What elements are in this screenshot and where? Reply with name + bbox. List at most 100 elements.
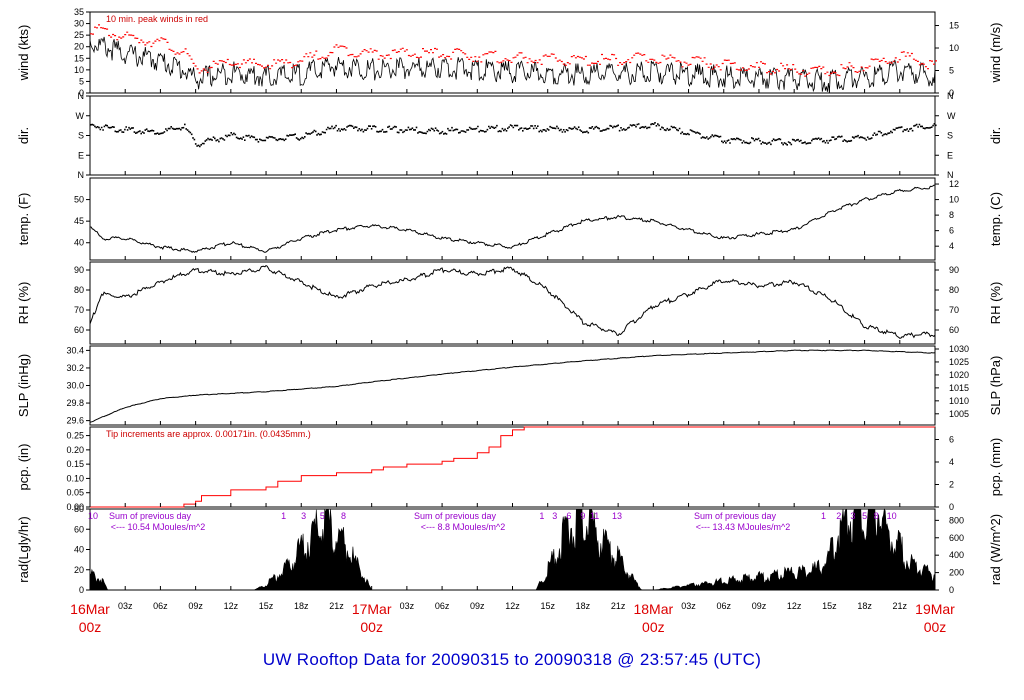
rad-hour-mark: 6 (566, 511, 571, 521)
pcp-ylabel-right: pcp. (mm) (988, 438, 1003, 497)
rad-hour-mark: 5 (862, 511, 867, 521)
pcp-tick-label-left: 0.10 (66, 473, 84, 483)
rad-tick-label-left: 80 (74, 504, 84, 514)
time-day-label: 19Mar (915, 601, 955, 617)
rh-series-line (89, 264, 936, 339)
time-hour-label: 21z (893, 601, 908, 611)
wind-tick-label-left: 0 (79, 88, 84, 98)
slp-tick-label-left: 29.8 (66, 398, 84, 408)
time-day-hour-label: 00z (360, 619, 383, 635)
rh-tick-label-right: 90 (949, 265, 959, 275)
dir-plot-frame (89, 95, 936, 176)
rad-tick-label-right: 400 (949, 550, 964, 560)
time-hour-label: 09z (470, 601, 485, 611)
temp-ylabel-right: temp. (C) (988, 192, 1003, 246)
time-day-hour-label: 00z (642, 619, 665, 635)
pcp-annotation: Tip increments are approx. 0.00171in. (0… (106, 429, 311, 439)
rh-tick-label-right: 80 (949, 285, 959, 295)
time-hour-label: 09z (188, 601, 203, 611)
slp-tick-label-right: 1030 (949, 344, 969, 354)
wind-tick-label-left: 20 (74, 42, 84, 52)
dir-series-points (90, 122, 937, 148)
rad-tick-label-right: 200 (949, 568, 964, 578)
pcp-tick-label-left: 0.15 (66, 459, 84, 469)
pcp-tick-label-left: 0.20 (66, 445, 84, 455)
temp-tick-label-right: 8 (949, 210, 954, 220)
wind-tick-label-left: 10 (74, 65, 84, 75)
rad-daily-sum-title: Sum of previous day (694, 511, 777, 521)
time-hour-label: 06z (153, 601, 168, 611)
time-hour-label: 18z (857, 601, 872, 611)
dir-ylabel-left: dir. (16, 127, 31, 144)
dir-tick-label-left: N (78, 170, 85, 180)
dir-tick-label-right: W (947, 111, 956, 121)
rad-tick-label-left: 0 (79, 585, 84, 595)
pcp-tick-label-left: 0.05 (66, 488, 84, 498)
temp-plot-frame (89, 177, 936, 261)
rad-tick-label-left: 40 (74, 545, 84, 555)
temp-series-line (89, 184, 936, 253)
rad-ylabel-left: rad(Lgly/hr) (16, 516, 31, 582)
rad-daily-sum-title: Sum of previous day (109, 511, 192, 521)
wind-tick-label-left: 30 (74, 19, 84, 29)
time-hour-label: 12z (224, 601, 239, 611)
time-hour-label: 03z (118, 601, 133, 611)
time-hour-label: 15z (540, 601, 555, 611)
pcp-series-line (90, 426, 935, 508)
dir-tick-label-left: E (78, 150, 84, 160)
rad-hour-mark: 3 (552, 511, 557, 521)
temp-tick-label-right: 6 (949, 226, 954, 236)
temp-tick-label-left: 40 (74, 238, 84, 248)
time-hour-label: 03z (681, 601, 696, 611)
rad-series-area (89, 508, 936, 591)
rad-tick-label-right: 0 (949, 585, 954, 595)
slp-tick-label-left: 30.2 (66, 363, 84, 373)
time-hour-label: 06z (435, 601, 450, 611)
wind-series-line (89, 36, 936, 93)
rad-daily-sum-value: <--- 13.43 MJoules/m^2 (696, 522, 791, 532)
wind-tick-label-left: 5 (79, 76, 84, 86)
wind-tick-label-left: 25 (74, 30, 84, 40)
dir-ylabel-right: dir. (988, 127, 1003, 144)
time-hour-label: 18z (294, 601, 309, 611)
slp-tick-label-left: 30.4 (66, 345, 84, 355)
wind-ylabel-left: wind (kts) (16, 25, 31, 82)
slp-tick-label-left: 29.6 (66, 416, 84, 426)
slp-tick-label-left: 30.0 (66, 381, 84, 391)
rh-tick-label-left: 60 (74, 325, 84, 335)
rad-hour-mark: 5 (320, 511, 325, 521)
rad-tick-label-right: 600 (949, 533, 964, 543)
rad-hour-mark: 13 (612, 511, 622, 521)
dir-tick-label-left: S (78, 131, 84, 141)
rad-hour-mark: 2 (836, 511, 841, 521)
rad-ylabel-right: rad (W/m^2) (988, 514, 1003, 585)
temp-tick-label-right: 4 (949, 241, 954, 251)
time-hour-label: 18z (576, 601, 591, 611)
rad-hour-mark: 8 (874, 511, 879, 521)
rh-tick-label-left: 90 (74, 265, 84, 275)
wind-tick-label-right: 10 (949, 43, 959, 53)
dir-tick-label-right: N (947, 170, 954, 180)
rad-hour-mark: 3 (301, 511, 306, 521)
rad-tick-label-left: 60 (74, 524, 84, 534)
time-day-hour-label: 00z (924, 619, 947, 635)
rh-tick-label-left: 80 (74, 285, 84, 295)
rad-hour-mark: 9 (580, 511, 585, 521)
rad-tick-label-left: 20 (74, 565, 84, 575)
slp-tick-label-right: 1015 (949, 383, 969, 393)
slp-plot-frame (89, 345, 936, 426)
wind-plot-frame (89, 11, 936, 94)
slp-ylabel-left: SLP (inHg) (16, 354, 31, 417)
slp-tick-label-right: 1005 (949, 409, 969, 419)
time-day-hour-label: 00z (79, 619, 102, 635)
time-hour-label: 06z (716, 601, 731, 611)
rad-tick-label-right: 800 (949, 515, 964, 525)
slp-tick-label-right: 1020 (949, 370, 969, 380)
time-day-label: 16Mar (70, 601, 110, 617)
time-hour-label: 21z (329, 601, 344, 611)
wind-peak-marks (90, 24, 937, 77)
rh-tick-label-right: 60 (949, 325, 959, 335)
pcp-tick-label-right: 4 (949, 457, 954, 467)
pcp-tick-label-left: 0.25 (66, 431, 84, 441)
